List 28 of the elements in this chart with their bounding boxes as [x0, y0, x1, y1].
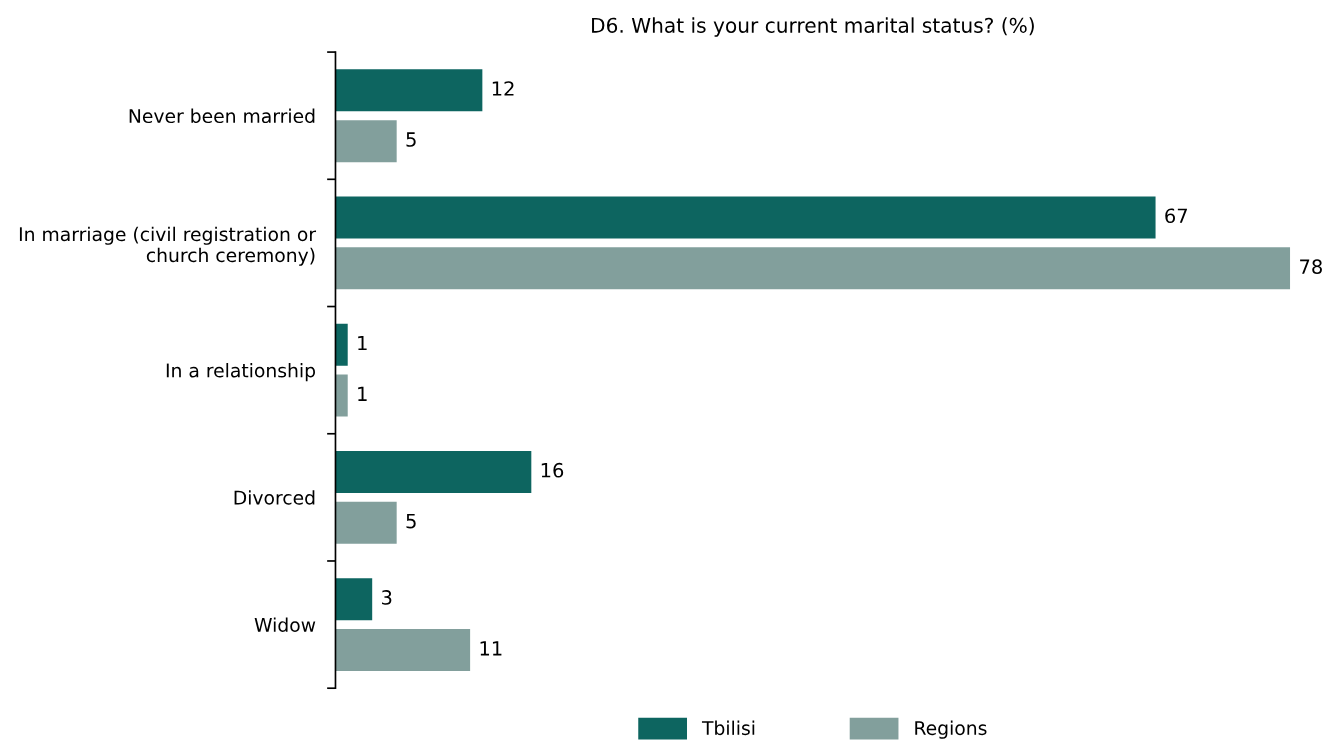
data-label: 1 [358, 386, 367, 401]
data-label: 11 [480, 641, 502, 656]
y-tick-label: In a relationship [166, 363, 316, 382]
data-label: 5 [406, 514, 416, 529]
bar [335, 69, 483, 112]
bar [335, 196, 1156, 239]
data-label: 78 [1300, 259, 1322, 274]
data-label: 5 [406, 132, 416, 147]
y-tick-label: Divorced [234, 490, 315, 505]
bar [335, 120, 397, 163]
bar [335, 629, 471, 672]
bar [335, 247, 1291, 290]
bar [335, 578, 373, 621]
data-label: 67 [1165, 208, 1187, 224]
chart-title: D6. What is your current marital status? (%) [592, 17, 1034, 37]
data-label: 1 [358, 335, 367, 351]
bar [335, 374, 348, 417]
data-label: 3 [382, 590, 392, 605]
y-tick-label: In marriage (civil registration or church ceremony) [19, 226, 317, 266]
legend-label: Tbilisi [701, 720, 755, 736]
bar [335, 323, 348, 366]
legend-label: Regions [915, 720, 987, 739]
bar [335, 450, 532, 493]
y-tick-label: Never been married [129, 108, 315, 124]
bar [335, 501, 397, 544]
data-label: 16 [541, 462, 564, 478]
y-tick-label: Widow [254, 617, 316, 632]
data-label: 12 [492, 81, 514, 96]
